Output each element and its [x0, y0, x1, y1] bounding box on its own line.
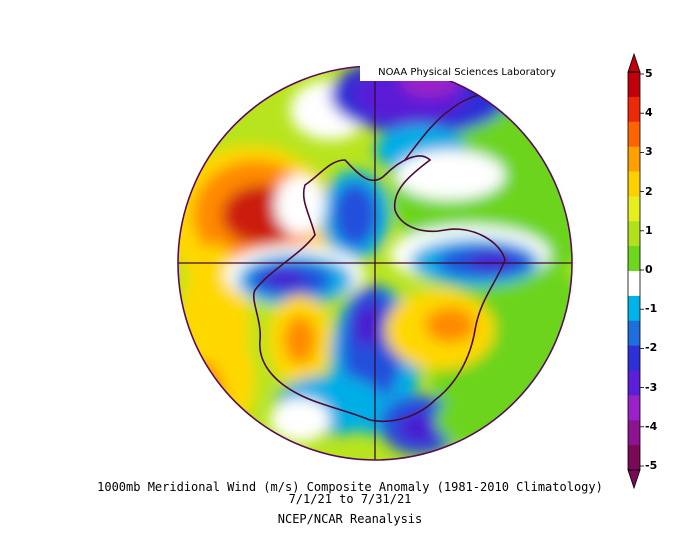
colorbar-segment	[628, 420, 640, 446]
peninsula-coastline	[404, 91, 491, 161]
colorbar-tick-label: -3	[645, 380, 658, 394]
credit-label: NOAA Physical Sciences Laboratory	[360, 65, 574, 81]
caption-dates: 7/1/21 to 7/31/21	[288, 492, 412, 506]
antarctica-coastline	[253, 155, 506, 423]
colorbar-tick-label: 5	[645, 67, 653, 80]
colorbar-segment	[628, 345, 640, 371]
colorbar-tick-label: 3	[645, 145, 653, 159]
colorbar-segment	[628, 246, 640, 272]
colorbar-tick-label: 4	[645, 106, 653, 120]
colorbar-segment	[628, 395, 640, 421]
colorbar-tick-label: -2	[645, 341, 658, 355]
anomaly-field	[178, 66, 572, 460]
colorbar-tick-label: 0	[645, 263, 653, 276]
colorbar-segment	[628, 96, 640, 123]
colorbar-segment	[628, 445, 640, 471]
colorbar-outline	[627, 71, 641, 471]
colorbar-segment	[628, 146, 640, 172]
colorbar-tick-label: 2	[645, 184, 653, 198]
colorbar-segment	[628, 171, 640, 197]
colorbar-segment	[628, 121, 640, 148]
colorbar-tick-label: -1	[645, 302, 658, 316]
colorbar-tick-label: -4	[645, 419, 658, 433]
colorbar-segment	[628, 196, 640, 222]
colorbar-max-arrow	[627, 52, 641, 73]
colorbar-tick-label: 1	[645, 223, 653, 237]
colorbar-segment	[628, 295, 640, 322]
colorbar-segment	[628, 72, 640, 98]
caption-source: NCEP/NCAR Reanalysis	[277, 512, 423, 526]
colorbar-segment	[628, 320, 640, 347]
colorbar-segment	[628, 370, 640, 396]
caption-title: 1000mb Meridional Wind (m/s) Composite A…	[97, 480, 603, 494]
colorbar-tick-label: -5	[645, 459, 658, 472]
colorbar-segment	[628, 271, 640, 297]
colorbar	[627, 52, 644, 490]
colorbar-segment	[628, 221, 640, 247]
